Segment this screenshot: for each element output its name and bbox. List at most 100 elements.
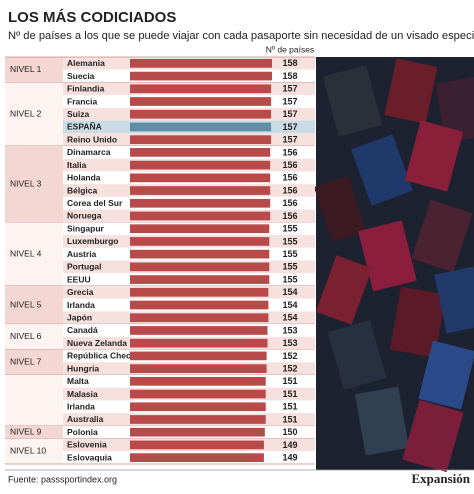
country-label: Canadá xyxy=(67,325,98,335)
level-label: NIVEL 5 xyxy=(10,299,42,309)
bar xyxy=(130,453,264,462)
level-label: NIVEL 6 xyxy=(10,331,42,341)
bar xyxy=(130,109,272,119)
country-label: Malasia xyxy=(67,389,98,399)
value-label: 158 xyxy=(282,71,297,81)
value-label: 155 xyxy=(282,274,297,284)
country-label: Reino Unido xyxy=(67,134,117,144)
level-cell xyxy=(5,222,63,286)
level-cell xyxy=(5,146,63,223)
bar xyxy=(130,338,268,348)
bar xyxy=(130,351,267,361)
bar xyxy=(130,224,270,234)
bar xyxy=(130,71,272,81)
value-label: 156 xyxy=(282,185,297,195)
country-label: Irlanda xyxy=(67,402,95,412)
bar xyxy=(130,249,270,259)
bar xyxy=(130,262,270,272)
bar xyxy=(130,211,271,221)
bar xyxy=(130,122,272,132)
title: LOS MÁS CODICIADOS xyxy=(8,9,176,26)
country-label: Holanda xyxy=(67,173,101,183)
country-label: Hungría xyxy=(67,363,99,373)
country-label: Polonia xyxy=(67,427,98,437)
value-label: 157 xyxy=(282,109,297,119)
level-cell xyxy=(5,324,63,350)
bar xyxy=(130,287,269,297)
level-label: NIVEL 9 xyxy=(10,426,42,436)
bar xyxy=(130,402,266,412)
level-label: NIVEL 10 xyxy=(10,446,46,456)
country-label: Italia xyxy=(67,160,87,170)
level-cell xyxy=(5,349,63,375)
bar xyxy=(130,237,270,246)
bar xyxy=(130,198,271,208)
country-label: Francia xyxy=(67,96,98,106)
value-label: 153 xyxy=(282,338,297,348)
country-label: Corea del Sur xyxy=(67,198,123,208)
country-label: Australia xyxy=(67,414,104,424)
bar xyxy=(130,364,267,373)
value-label: 155 xyxy=(282,262,297,272)
value-label: 156 xyxy=(282,160,297,170)
country-label: Noruega xyxy=(67,211,102,221)
bar xyxy=(130,427,265,437)
value-label: 154 xyxy=(282,287,297,297)
bar xyxy=(130,84,272,94)
bar xyxy=(130,326,268,335)
level-label: NIVEL 7 xyxy=(10,357,42,367)
value-label: 152 xyxy=(282,351,297,361)
country-label: Malta xyxy=(67,376,89,386)
country-label: Nueva Zelanda xyxy=(67,338,127,348)
level-cell xyxy=(5,57,63,83)
passport-photo xyxy=(313,57,474,473)
country-label: ESPAÑA xyxy=(67,122,102,132)
bar xyxy=(130,300,269,310)
country-label: Grecia xyxy=(67,287,94,297)
country-label: Austria xyxy=(67,249,97,259)
country-label: Dinamarca xyxy=(67,147,111,157)
value-label: 153 xyxy=(282,325,297,335)
value-label: 151 xyxy=(282,402,297,412)
value-label: 150 xyxy=(282,427,297,437)
value-label: 151 xyxy=(282,376,297,386)
bar xyxy=(130,275,270,284)
bar xyxy=(130,97,272,106)
level-cell xyxy=(5,82,63,147)
value-label: 154 xyxy=(282,313,297,323)
level-label: NIVEL 4 xyxy=(10,248,42,258)
level-cell xyxy=(5,438,63,464)
value-label: 156 xyxy=(282,147,297,157)
bar xyxy=(130,389,266,399)
level-cell xyxy=(5,374,63,426)
country-label: Suiza xyxy=(67,109,89,119)
value-label: 156 xyxy=(282,198,297,208)
value-label: 157 xyxy=(282,122,297,132)
value-label: 156 xyxy=(282,211,297,221)
country-label: Eslovenia xyxy=(67,440,107,450)
source: Fuente: passsportindex.org xyxy=(8,474,117,484)
level-label: NIVEL 2 xyxy=(10,108,42,118)
bar xyxy=(130,415,266,424)
country-label: República Checa xyxy=(67,351,136,361)
bar xyxy=(130,160,271,170)
value-label: 155 xyxy=(282,249,297,259)
bar xyxy=(130,173,271,183)
value-label: 156 xyxy=(282,173,297,183)
value-label: 154 xyxy=(282,300,297,310)
column-header: Nº de países xyxy=(266,44,314,54)
value-label: 158 xyxy=(282,58,297,68)
country-label: Suecia xyxy=(67,71,95,81)
country-label: Bélgica xyxy=(67,185,98,195)
country-label: Luxemburgo xyxy=(67,236,118,246)
bar xyxy=(130,59,272,68)
country-label: Singapur xyxy=(67,223,105,233)
value-label: 157 xyxy=(282,84,297,94)
value-label: 151 xyxy=(282,389,297,399)
country-label: Japón xyxy=(67,312,92,322)
level-label: NIVEL 1 xyxy=(10,64,42,74)
value-label: 157 xyxy=(282,135,297,145)
subtitle: Nº de países a los que se puede viajar c… xyxy=(8,30,474,42)
bar xyxy=(130,135,272,145)
